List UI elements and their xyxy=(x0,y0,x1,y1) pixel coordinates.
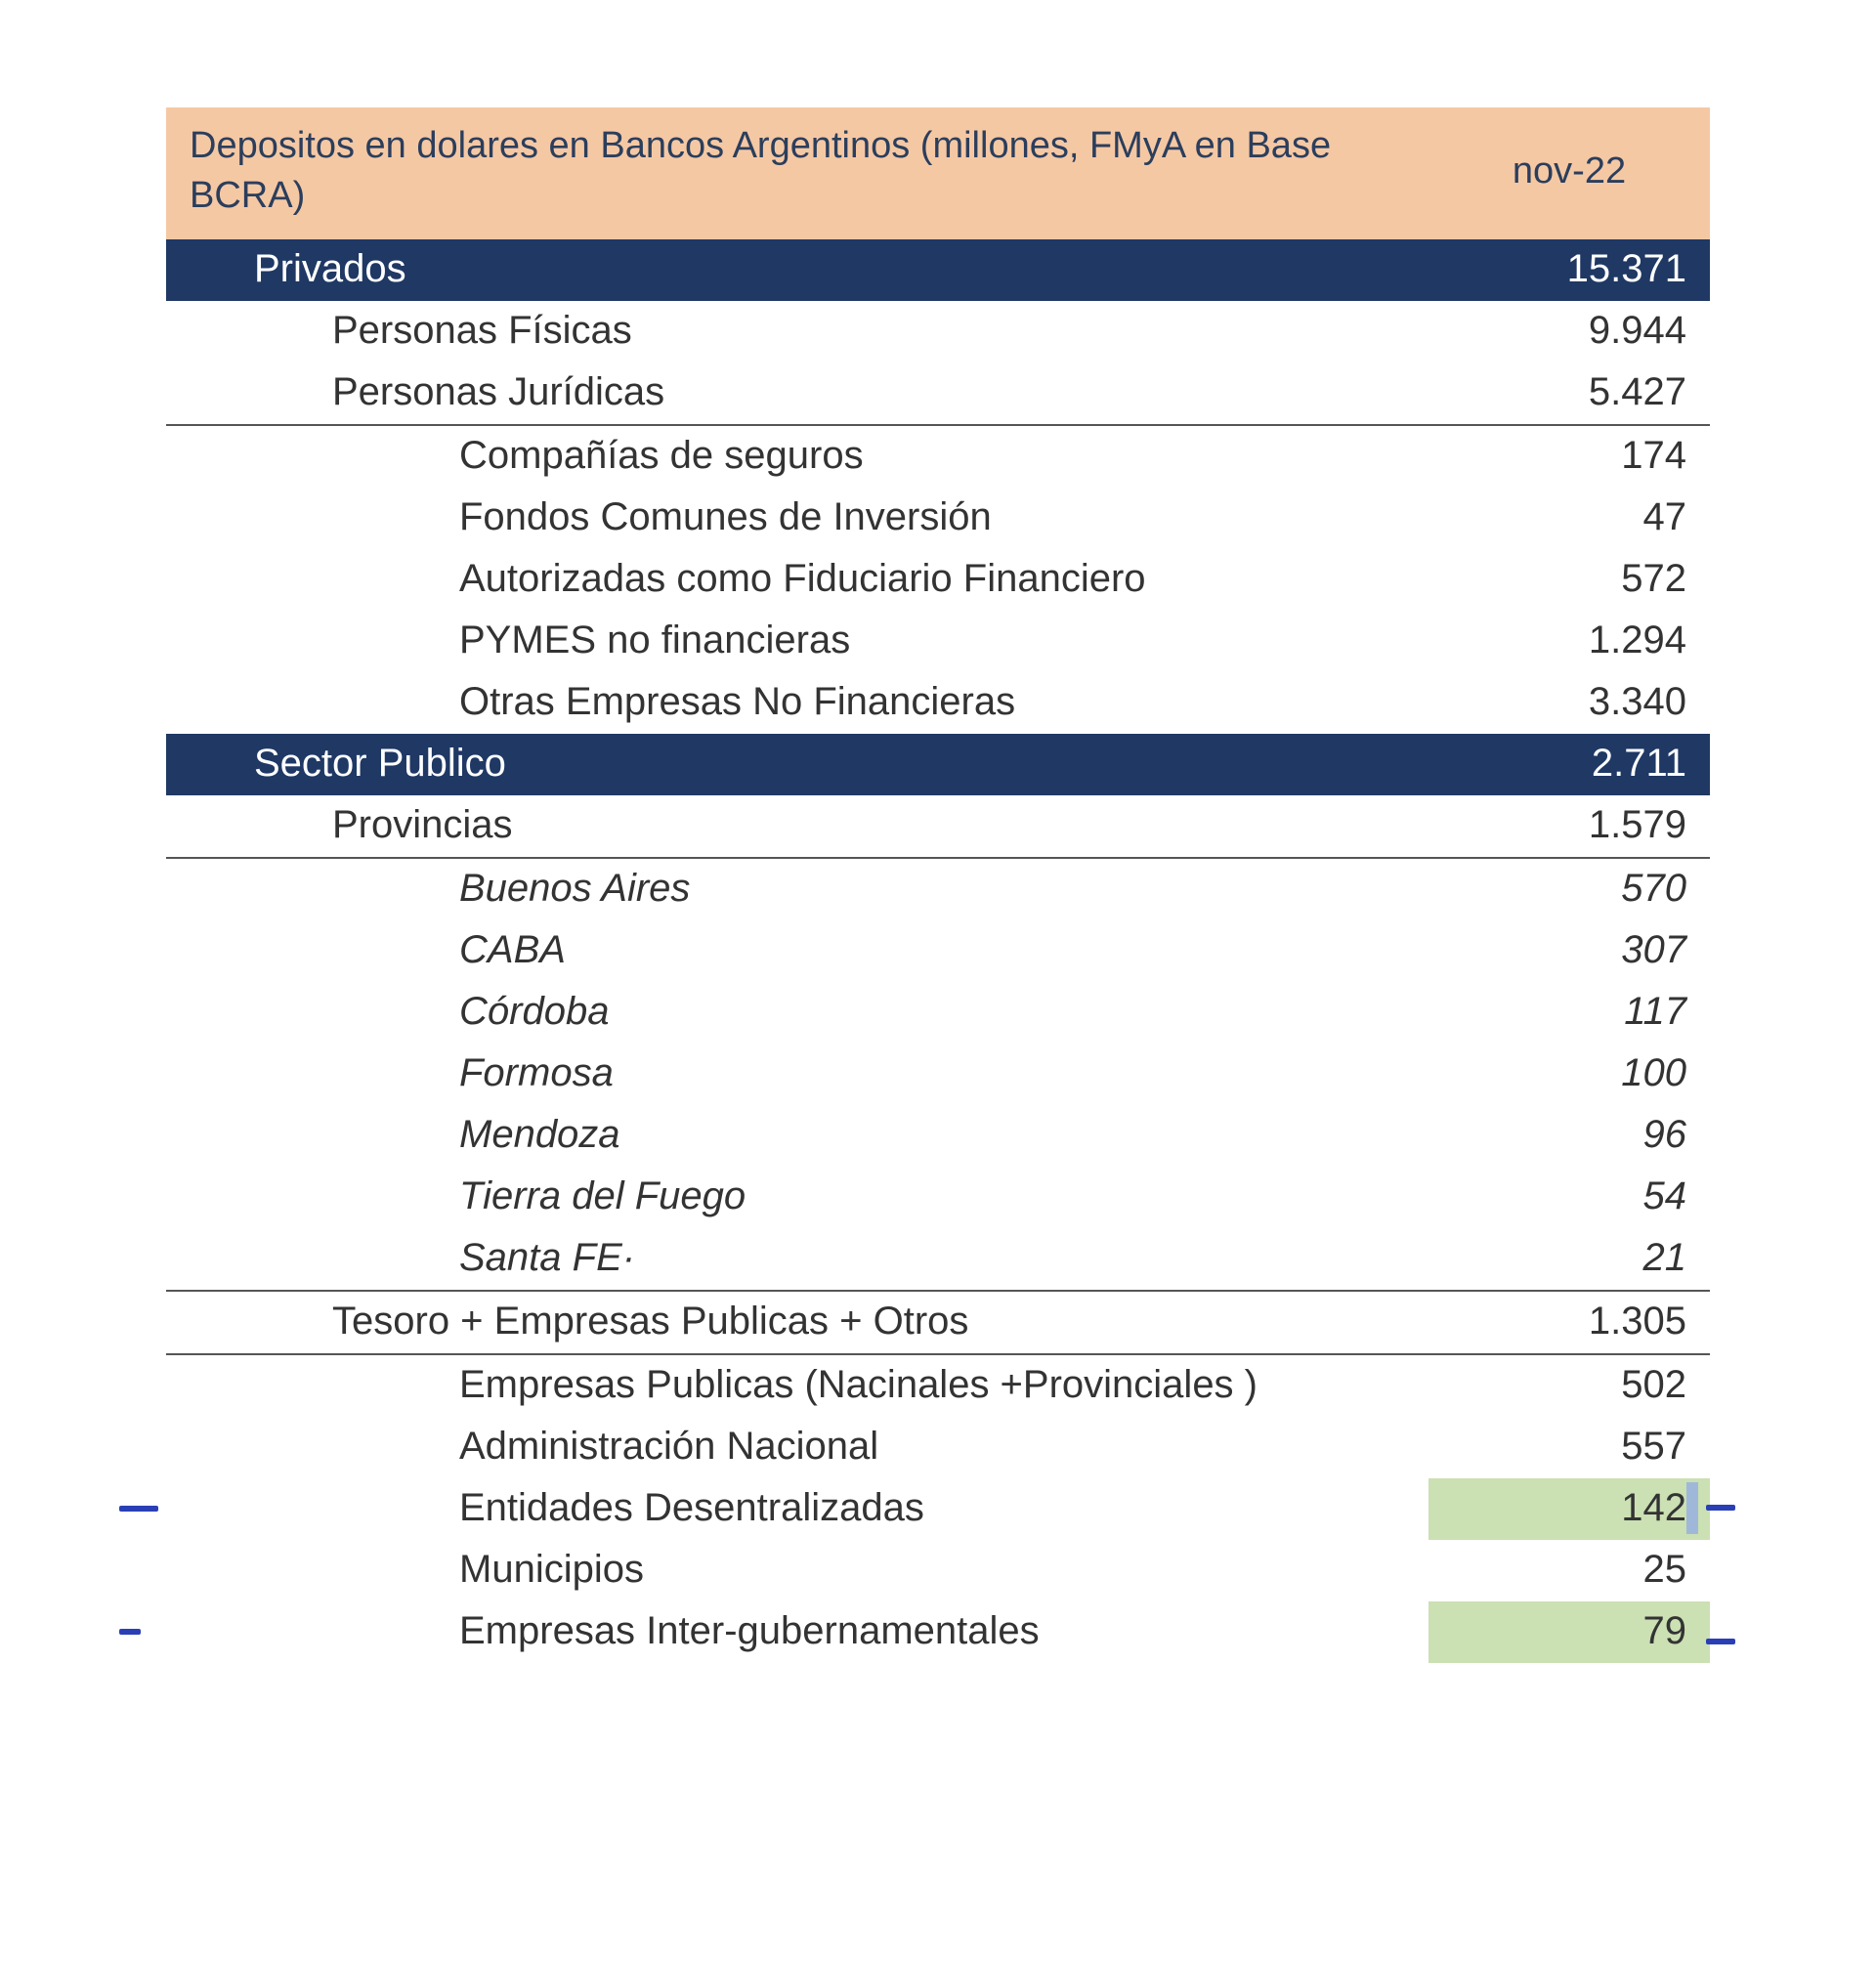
section-value: 2.711 xyxy=(1428,734,1710,795)
row-label: Santa FE· xyxy=(166,1228,1428,1291)
row-label-text: Entidades Desentralizadas xyxy=(459,1486,924,1529)
annotation-mark-icon xyxy=(119,1506,158,1512)
row-value: 174 xyxy=(1428,425,1710,488)
row-value: 572 xyxy=(1428,549,1710,611)
row-label: Formosa xyxy=(166,1044,1428,1105)
row-value: 100 xyxy=(1428,1044,1710,1105)
row-municipios: Municipios 25 xyxy=(166,1540,1710,1601)
row-value: 502 xyxy=(1428,1354,1710,1417)
row-value: 142 xyxy=(1428,1478,1710,1540)
row-cordoba: Córdoba 117 xyxy=(166,982,1710,1044)
row-value: 5.427 xyxy=(1428,363,1710,425)
section-publico: Sector Publico 2.711 xyxy=(166,734,1710,795)
row-value: 570 xyxy=(1428,858,1710,920)
row-pymes: PYMES no financieras 1.294 xyxy=(166,611,1710,672)
row-value: 54 xyxy=(1428,1167,1710,1228)
row-value: 9.944 xyxy=(1428,301,1710,363)
row-label: Córdoba xyxy=(166,982,1428,1044)
row-label: Tesoro + Empresas Publicas + Otros xyxy=(166,1291,1428,1354)
row-label: CABA xyxy=(166,920,1428,982)
row-label: Tierra del Fuego xyxy=(166,1167,1428,1228)
row-santa-fe: Santa FE· 21 xyxy=(166,1228,1710,1291)
row-companias-seguros: Compañías de seguros 174 xyxy=(166,425,1710,488)
row-value: 21 xyxy=(1428,1228,1710,1291)
row-personas-fisicas: Personas Físicas 9.944 xyxy=(166,301,1710,363)
row-label: PYMES no financieras xyxy=(166,611,1428,672)
row-tierra-del-fuego: Tierra del Fuego 54 xyxy=(166,1167,1710,1228)
annotation-mark-icon xyxy=(119,1629,141,1635)
section-label: Privados xyxy=(166,239,1428,301)
row-label: Municipios xyxy=(166,1540,1428,1601)
row-label: Buenos Aires xyxy=(166,858,1428,920)
row-empresas-intergub: Empresas Inter-gubernamentales 79 xyxy=(166,1601,1710,1663)
section-value: 15.371 xyxy=(1428,239,1710,301)
row-label: Empresas Inter-gubernamentales xyxy=(166,1601,1428,1663)
row-value: 1.305 xyxy=(1428,1291,1710,1354)
section-privados: Privados 15.371 xyxy=(166,239,1710,301)
row-buenos-aires: Buenos Aires 570 xyxy=(166,858,1710,920)
row-label: Administración Nacional xyxy=(166,1417,1428,1478)
row-label: Fondos Comunes de Inversión xyxy=(166,488,1428,549)
row-empresas-publicas: Empresas Publicas (Nacinales +Provincial… xyxy=(166,1354,1710,1417)
row-label: Compañías de seguros xyxy=(166,425,1428,488)
header-date: nov-22 xyxy=(1428,107,1710,239)
row-label: Personas Jurídicas xyxy=(166,363,1428,425)
row-personas-juridicas: Personas Jurídicas 5.427 xyxy=(166,363,1710,425)
row-label: Otras Empresas No Financieras xyxy=(166,672,1428,734)
row-value: 1.579 xyxy=(1428,795,1710,858)
row-value: 307 xyxy=(1428,920,1710,982)
row-value: 1.294 xyxy=(1428,611,1710,672)
row-value-text: 142 xyxy=(1621,1486,1686,1529)
table-header: Depositos en dolares en Bancos Argentino… xyxy=(166,107,1710,239)
row-value: 25 xyxy=(1428,1540,1710,1601)
header-title: Depositos en dolares en Bancos Argentino… xyxy=(166,107,1428,239)
row-mendoza: Mendoza 96 xyxy=(166,1105,1710,1167)
row-value: 557 xyxy=(1428,1417,1710,1478)
deposits-table: Depositos en dolares en Bancos Argentino… xyxy=(166,107,1710,1663)
row-value: 117 xyxy=(1428,982,1710,1044)
annotation-mark-icon xyxy=(1706,1505,1735,1511)
row-label: Mendoza xyxy=(166,1105,1428,1167)
row-value: 47 xyxy=(1428,488,1710,549)
row-label: Provincias xyxy=(166,795,1428,858)
row-label-text: Empresas Inter-gubernamentales xyxy=(459,1609,1040,1652)
section-label: Sector Publico xyxy=(166,734,1428,795)
row-value: 3.340 xyxy=(1428,672,1710,734)
row-formosa: Formosa 100 xyxy=(166,1044,1710,1105)
row-caba: CABA 307 xyxy=(166,920,1710,982)
row-fondos-comunes: Fondos Comunes de Inversión 47 xyxy=(166,488,1710,549)
row-label: Entidades Desentralizadas xyxy=(166,1478,1428,1540)
row-entidades-desentralizadas: Entidades Desentralizadas 142 xyxy=(166,1478,1710,1540)
row-label: Empresas Publicas (Nacinales +Provincial… xyxy=(166,1354,1428,1417)
row-fiduciario: Autorizadas como Fiduciario Financiero 5… xyxy=(166,549,1710,611)
row-value: 96 xyxy=(1428,1105,1710,1167)
row-label: Autorizadas como Fiduciario Financiero xyxy=(166,549,1428,611)
row-value-text: 79 xyxy=(1643,1609,1687,1652)
row-otras-empresas: Otras Empresas No Financieras 3.340 xyxy=(166,672,1710,734)
highlight-bar-icon xyxy=(1686,1482,1698,1534)
row-value: 79 xyxy=(1428,1601,1710,1663)
row-provincias: Provincias 1.579 xyxy=(166,795,1710,858)
row-tesoro: Tesoro + Empresas Publicas + Otros 1.305 xyxy=(166,1291,1710,1354)
row-admin-nacional: Administración Nacional 557 xyxy=(166,1417,1710,1478)
row-label: Personas Físicas xyxy=(166,301,1428,363)
annotation-mark-icon xyxy=(1706,1639,1735,1644)
